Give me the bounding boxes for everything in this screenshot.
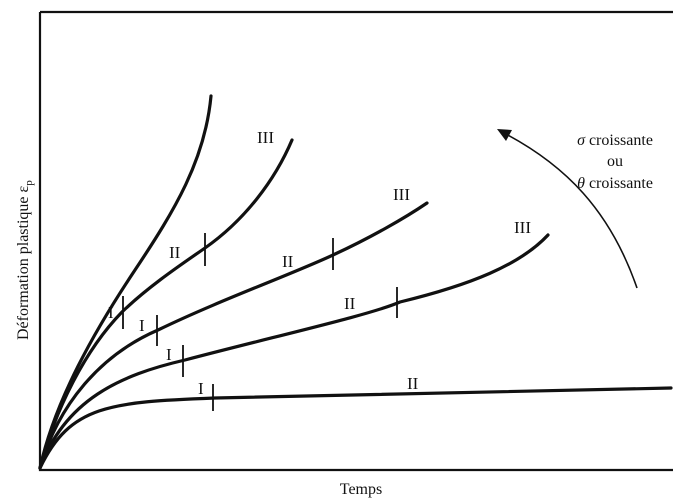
stage-label: II: [344, 294, 356, 313]
y-axis-label: Déformation plastique εp: [15, 180, 35, 340]
creep-curve-3: [38, 201, 429, 470]
stage-label: III: [393, 185, 410, 204]
stage-label: I: [139, 316, 145, 335]
creep-curve-2: [38, 233, 550, 470]
increase-arrow: [503, 132, 638, 289]
x-axis-label: Temps: [340, 481, 382, 498]
stage-label: II: [282, 252, 294, 271]
stage-label: I: [198, 379, 204, 398]
creep-curve-4: [38, 138, 294, 470]
creep-curve-5: [38, 94, 213, 470]
annotation-line-3: θ croissante: [577, 175, 653, 192]
stage-label: III: [514, 218, 531, 237]
stage-label: I: [108, 303, 114, 322]
increase-arrow-head-icon: [497, 129, 512, 141]
creep-curve-1: [38, 386, 673, 470]
stage-label: II: [169, 243, 181, 262]
stage-label: III: [257, 128, 274, 147]
annotation-line-1: σ croissante: [577, 132, 653, 149]
stage-label: II: [407, 374, 419, 393]
annotation-line-2: ou: [607, 153, 623, 170]
plot-frame: [38, 10, 673, 472]
stage-label: I: [166, 345, 172, 364]
y-axis-label-subscript: p: [23, 180, 35, 186]
